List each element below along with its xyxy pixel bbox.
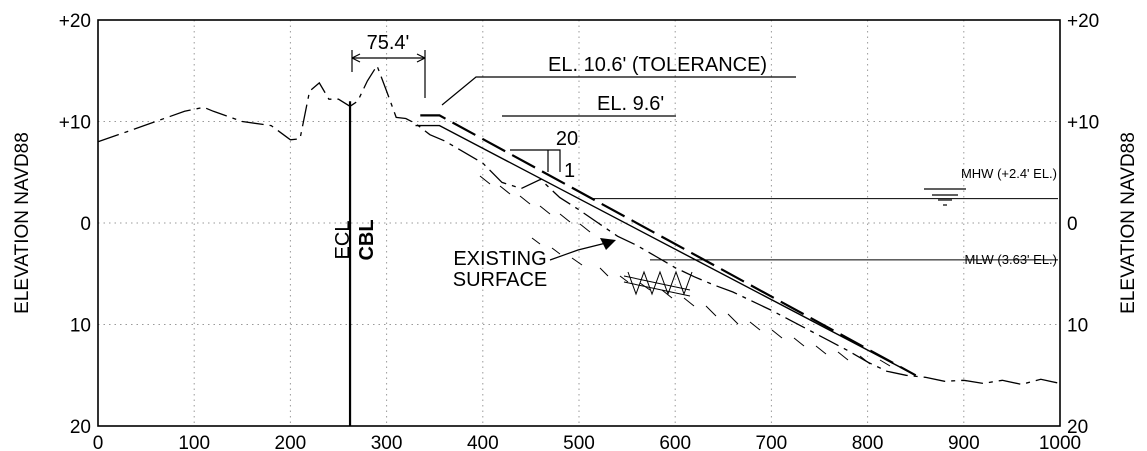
y-tick-label-left: +10 <box>59 113 91 134</box>
x-tick-label: 800 <box>852 433 884 451</box>
width-dimension <box>351 50 426 98</box>
grid-lines <box>98 20 1060 426</box>
x-tick-label: 300 <box>371 433 403 451</box>
x-tick-label: 200 <box>275 433 307 451</box>
reference-lines <box>348 101 1058 426</box>
x-tick-label: 0 <box>93 433 104 451</box>
existing-surface-arrowhead <box>600 238 616 250</box>
existing-surface-label-2: SURFACE <box>453 269 547 291</box>
existing-surface-leader <box>549 241 611 261</box>
y-axis-left-ticks: +20 +10 0 10 20 <box>59 11 91 438</box>
y-tick-label-right: 20 <box>1067 417 1088 438</box>
y-axis-title-left: ELEVATION NAVD88 <box>12 132 33 314</box>
existing-surface-label-1: EXISTING <box>453 248 546 270</box>
y-tick-label-left: 20 <box>70 417 91 438</box>
x-tick-label: 400 <box>467 433 499 451</box>
width-dimension-label: 75.4' <box>367 32 410 54</box>
x-tick-label: 600 <box>659 433 691 451</box>
slope-rise-label: 1 <box>564 160 575 182</box>
slope-indicator <box>510 149 561 172</box>
mlw-label: MLW (3.63' EL.) <box>964 252 1057 267</box>
ecl-label: ECL <box>332 221 354 260</box>
x-tick-label: 900 <box>948 433 980 451</box>
y-tick-label-right: 0 <box>1067 214 1078 235</box>
x-tick-label: 1000 <box>1039 433 1081 451</box>
profile-lines <box>97 64 1061 386</box>
x-tick-label: 700 <box>756 433 788 451</box>
tolerance-label: EL. 10.6' (TOLERANCE) <box>548 54 767 76</box>
slope-run-label: 20 <box>556 128 578 150</box>
y-axis-title-right: ELEVATION NAVD88 <box>1118 132 1139 314</box>
y-tick-label-left: 0 <box>80 214 91 235</box>
plot-frame <box>97 19 1061 427</box>
profile-series-dashed <box>420 114 917 377</box>
y-tick-label-right: +20 <box>1067 11 1099 32</box>
design-el-label: EL. 9.6' <box>597 93 664 115</box>
y-tick-label-right: +10 <box>1067 113 1099 134</box>
y-tick-label-left: 10 <box>70 316 91 337</box>
x-tick-label: 500 <box>563 433 595 451</box>
profile-series-solid <box>415 124 917 376</box>
y-axis-right-ticks: +20 +10 0 10 20 <box>1067 11 1099 438</box>
x-tick-label: 100 <box>178 433 210 451</box>
rubble-hatch-block <box>623 270 693 297</box>
y-tick-label-left: +20 <box>59 11 91 32</box>
cbl-label: CBL <box>356 219 378 260</box>
x-axis-ticks: 0 100 200 300 400 500 600 700 800 900 1000 <box>93 433 1081 451</box>
y-tick-label-right: 10 <box>1067 316 1088 337</box>
tolerance-leader <box>441 76 796 106</box>
profile-series-dash-long <box>97 64 1061 386</box>
mhw-label: MHW (+2.4' EL.) <box>961 166 1057 181</box>
water-level-symbol-icon <box>924 188 966 206</box>
